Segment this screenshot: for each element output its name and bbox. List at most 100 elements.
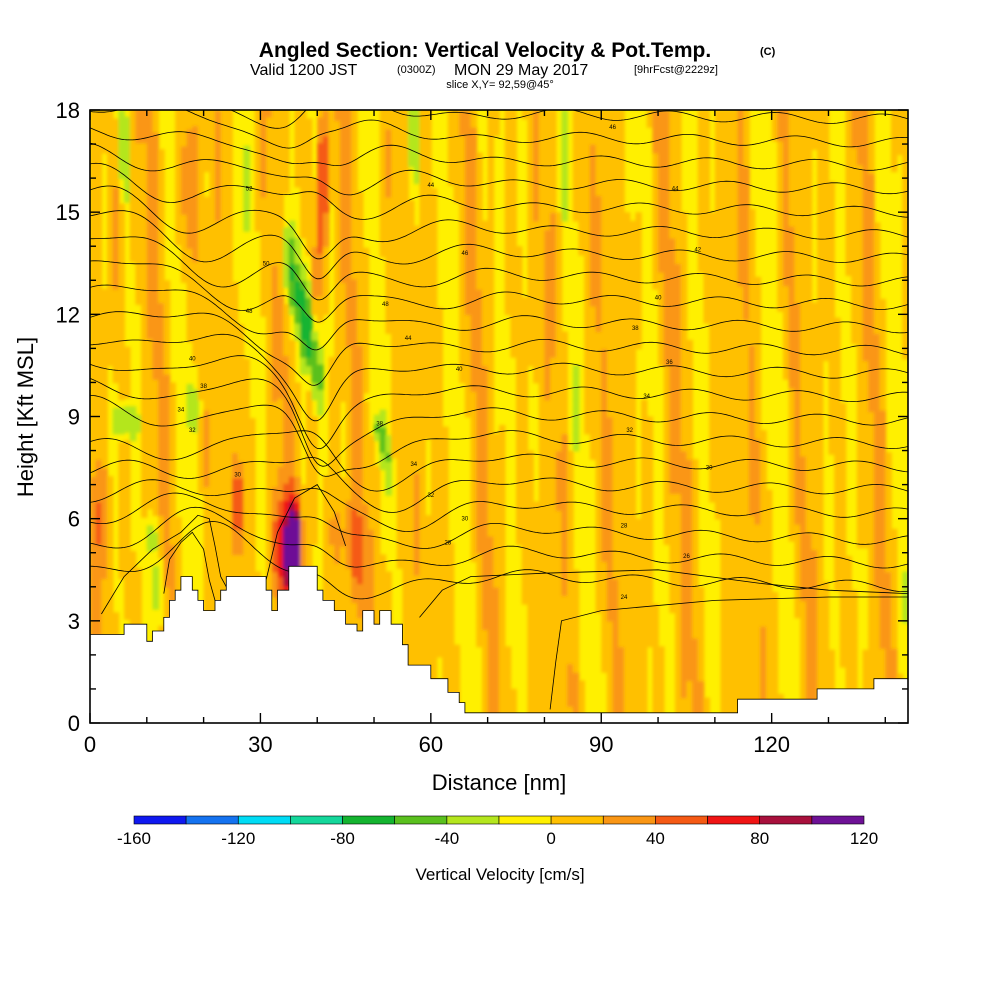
velocity-cell: [538, 305, 546, 316]
velocity-cell: [464, 399, 472, 409]
velocity-cell: [266, 270, 273, 280]
velocity-cell: [95, 382, 103, 392]
velocity-cell: [482, 552, 489, 562]
velocity-cell: [669, 322, 676, 333]
velocity-cell: [436, 392, 443, 402]
velocity-cell: [141, 321, 148, 331]
velocity-cell: [203, 290, 211, 300]
velocity-cell: [408, 430, 415, 440]
velocity-cell: [476, 263, 483, 273]
velocity-cell: [232, 537, 239, 547]
velocity-cell: [124, 142, 131, 152]
velocity-cell: [618, 212, 625, 222]
velocity-cell: [419, 225, 426, 236]
velocity-cell: [135, 602, 142, 612]
velocity-cell: [232, 469, 239, 479]
velocity-cell: [243, 213, 250, 224]
velocity-cell: [101, 595, 108, 605]
velocity-cell: [527, 552, 534, 562]
velocity-cell: [300, 263, 307, 273]
velocity-cell: [419, 328, 426, 338]
velocity-cell: [550, 501, 557, 511]
velocity-cell: [266, 355, 273, 365]
velocity-cell: [118, 339, 125, 350]
velocity-cell: [436, 409, 443, 419]
velocity-cell: [345, 619, 353, 629]
velocity-cell: [192, 176, 199, 186]
velocity-cell: [328, 118, 336, 128]
velocity-cell: [220, 397, 228, 408]
velocity-cell: [675, 365, 682, 375]
velocity-cell: [487, 271, 495, 282]
velocity-cell: [203, 520, 211, 530]
velocity-cell: [305, 442, 313, 452]
velocity-cell: [408, 379, 415, 389]
velocity-cell: [237, 503, 245, 513]
velocity-cell: [328, 391, 336, 401]
velocity-cell: [277, 355, 284, 365]
velocity-cell: [629, 578, 637, 588]
velocity-cell: [379, 443, 387, 453]
velocity-cell: [215, 220, 222, 230]
velocity-cell: [516, 280, 523, 290]
velocity-cell: [641, 510, 648, 520]
velocity-cell: [459, 246, 466, 256]
velocity-cell: [305, 339, 313, 350]
velocity-cell: [220, 551, 228, 561]
velocity-cell: [624, 246, 631, 256]
velocity-cell: [385, 128, 392, 138]
velocity-cell: [652, 688, 659, 699]
velocity-cell: [572, 399, 580, 409]
velocity-cell: [90, 280, 97, 290]
velocity-cell: [169, 382, 176, 392]
velocity-cell: [402, 418, 409, 428]
velocity-cell: [618, 271, 625, 282]
velocity-cell: [561, 365, 568, 375]
velocity-cell: [402, 375, 409, 385]
velocity-cell: [215, 297, 222, 307]
velocity-cell: [334, 605, 341, 615]
velocity-cell: [612, 110, 620, 120]
velocity-cell: [317, 125, 324, 135]
velocity-cell: [447, 142, 455, 152]
velocity-cell: [464, 339, 472, 350]
velocity-cell: [442, 426, 449, 436]
velocity-cell: [669, 305, 676, 316]
velocity-cell: [470, 433, 478, 443]
velocity-cell: [391, 193, 398, 203]
velocity-cell: [436, 367, 443, 377]
velocity-cell: [624, 578, 631, 588]
velocity-cell: [499, 476, 506, 486]
velocity-cell: [209, 520, 216, 530]
velocity-cell: [317, 346, 324, 356]
velocity-cell: [612, 297, 620, 307]
velocity-cell: [425, 404, 432, 414]
velocity-cell: [226, 299, 233, 309]
velocity-cell: [266, 210, 273, 220]
velocity-cell: [606, 271, 614, 282]
velocity-cell: [641, 578, 648, 588]
velocity-cell: [476, 586, 483, 597]
velocity-cell: [646, 118, 654, 128]
velocity-cell: [146, 253, 154, 263]
velocity-cell: [209, 426, 216, 436]
velocity-cell: [493, 110, 500, 120]
velocity-cell: [203, 511, 211, 522]
velocity-cell: [334, 528, 341, 539]
velocity-cell: [527, 271, 534, 282]
velocity-cell: [351, 559, 358, 569]
velocity-cell: [226, 358, 233, 368]
velocity-cell: [107, 510, 114, 520]
velocity-cell: [618, 697, 625, 707]
velocity-cell: [271, 494, 279, 505]
velocity-cell: [544, 706, 551, 713]
velocity-cell: [215, 178, 222, 188]
velocity-cell: [345, 176, 353, 186]
velocity-cell: [408, 319, 415, 329]
velocity-cell: [101, 578, 108, 588]
velocity-cell: [311, 450, 318, 460]
velocity-cell: [436, 486, 443, 496]
velocity-cell: [175, 176, 182, 186]
velocity-cell: [527, 237, 534, 247]
velocity-cell: [197, 331, 205, 341]
